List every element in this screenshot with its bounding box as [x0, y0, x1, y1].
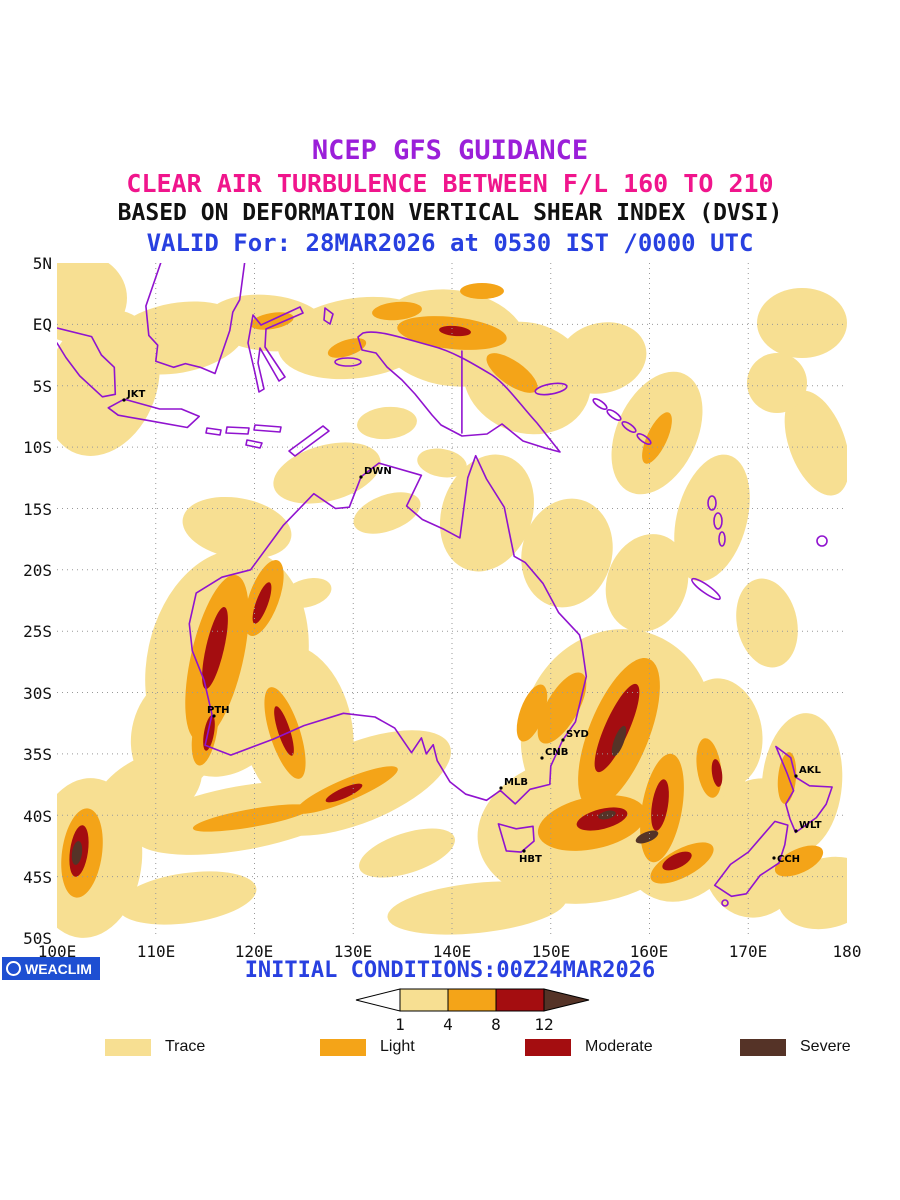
lon-axis-label: 130E [333, 942, 373, 961]
legend-item-trace: Trace [105, 1038, 205, 1056]
initial-conditions-text: INITIAL CONDITIONS:00Z24MAR2026 [244, 958, 656, 983]
lat-axis-label: 10S [23, 438, 52, 457]
legend: Trace Light Moderate Severe [0, 1038, 900, 1062]
city-label-jkt: JKT [126, 389, 145, 400]
lon-axis-label: 120E [234, 942, 274, 961]
lat-axis-label: 5N [32, 254, 52, 273]
colorbar-tick: 1 [395, 1015, 405, 1034]
grid-lines [57, 263, 847, 938]
lat-axis-label: EQ [32, 315, 52, 334]
colorbar-light-segment [447, 988, 497, 1012]
city-label-hbt: HBT [519, 854, 542, 865]
colorbar-trace-segment [399, 988, 449, 1012]
weaclim-logo: WEACLIM [2, 957, 100, 980]
severe-swatch [740, 1038, 786, 1056]
legend-item-severe: Severe [740, 1038, 851, 1056]
trace-shading-layer [27, 253, 877, 938]
subtitle-turbulence: CLEAR AIR TURBULENCE BETWEEN F/L 160 TO … [126, 168, 774, 198]
map-area: JKT DWN PTH SYD CNB MLB HBT AKL WLT CCH [27, 253, 877, 938]
light-label: Light [380, 1038, 415, 1055]
title-block: NCEP GFS GUIDANCE CLEAR AIR TURBULENCE B… [0, 134, 900, 258]
lon-axis-label: 170E [728, 942, 768, 961]
colorbar-tick: 8 [491, 1015, 501, 1034]
weaclim-logo-icon [6, 961, 21, 976]
colorbar-left-arrow [355, 988, 401, 1012]
light-swatch [320, 1038, 366, 1056]
legend-item-moderate: Moderate [525, 1038, 653, 1056]
moderate-shading-layer [69, 325, 723, 877]
city-label-cch: CCH [777, 854, 800, 865]
lon-axis-label: 150E [531, 942, 571, 961]
lon-axis-label: 100E [37, 942, 77, 961]
lat-axis-label: 20S [23, 561, 52, 580]
coastlines [56, 262, 833, 907]
lat-axis-label: 25S [23, 622, 52, 641]
lat-axis-label: 45S [23, 868, 52, 887]
weaclim-logo-text: WEACLIM [25, 960, 92, 977]
moderate-swatch [525, 1038, 571, 1056]
lon-axis-label: 110E [136, 942, 176, 961]
lon-axis-label: 140E [432, 942, 472, 961]
colorbar-tick: 12 [534, 1015, 553, 1034]
city-label-mlb: MLB [504, 777, 528, 788]
colorbar-tick: 4 [443, 1015, 453, 1034]
lat-axis-label: 40S [23, 807, 52, 826]
city-label-cnb: CNB [545, 747, 568, 758]
city-label-dwn: DWN [364, 466, 392, 477]
colorbar: 1 4 8 12 [355, 988, 590, 1034]
lon-axis-label: 160E [629, 942, 669, 961]
legend-item-light: Light [320, 1038, 415, 1056]
lat-axis-label: 50S [23, 929, 52, 948]
lon-axis-label: 180 [832, 942, 862, 961]
trace-label: Trace [165, 1038, 206, 1055]
city-label-syd: SYD [566, 729, 589, 740]
page-title: NCEP GFS GUIDANCE [311, 135, 589, 166]
subtitle-method: BASED ON DEFORMATION VERTICAL SHEAR INDE… [117, 200, 783, 226]
map-canvas: JKT DWN PTH SYD CNB MLB HBT AKL WLT CCH [27, 253, 877, 938]
lat-axis-label: 15S [23, 500, 52, 519]
lat-axis-label: 5S [32, 377, 52, 396]
lat-axis-label: 35S [23, 745, 52, 764]
trace-swatch [105, 1038, 151, 1056]
severe-label: Severe [800, 1038, 851, 1055]
valid-time-text: VALID For: 28MAR2026 at 0530 IST /0000 U… [146, 228, 754, 257]
city-label-akl: AKL [799, 765, 821, 776]
colorbar-severe-arrow [543, 988, 590, 1012]
colorbar-moderate-segment [495, 988, 545, 1012]
city-label-pth: PTH [207, 705, 230, 716]
city-labels: JKT DWN PTH SYD CNB MLB HBT AKL WLT CCH [122, 389, 822, 865]
severe-shading-layer [71, 725, 659, 865]
moderate-label: Moderate [585, 1038, 653, 1055]
lat-axis-label: 30S [23, 684, 52, 703]
city-label-wlt: WLT [799, 820, 822, 831]
